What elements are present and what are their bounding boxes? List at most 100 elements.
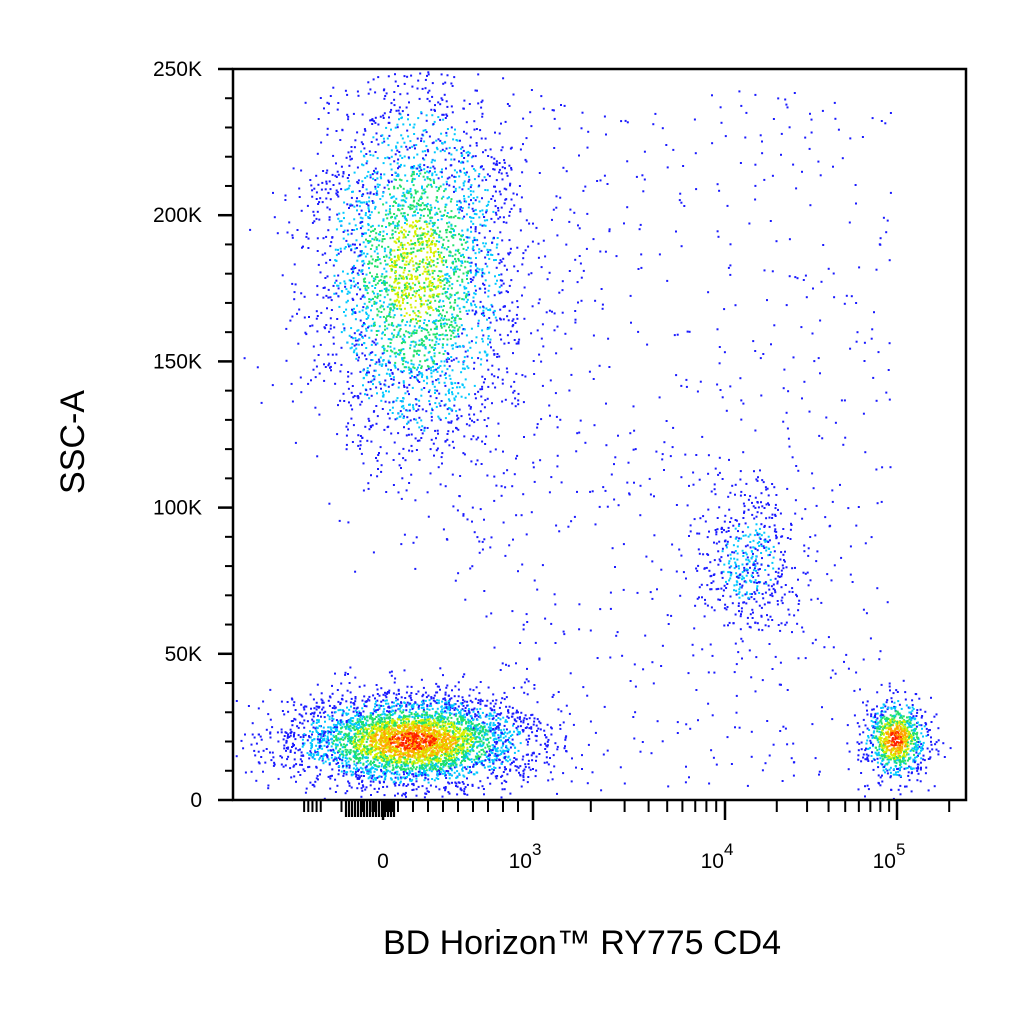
event-dot: [357, 770, 359, 773]
event-dot: [383, 721, 386, 723]
event-dot: [312, 368, 315, 371]
event-dot: [480, 753, 483, 756]
event-dot: [346, 735, 349, 738]
event-dot: [398, 716, 400, 719]
event-dot: [292, 765, 295, 768]
event-dot: [528, 717, 531, 720]
event-dot: [385, 736, 388, 738]
event-dot: [408, 711, 411, 714]
event-dot: [313, 738, 316, 741]
event-dot: [436, 749, 439, 752]
event-dot: [420, 678, 423, 681]
event-dot: [433, 167, 436, 170]
event-dot: [383, 97, 386, 100]
event-dot: [400, 755, 403, 758]
event-dot: [443, 772, 446, 775]
event-dot: [416, 740, 419, 743]
event-dot: [372, 193, 375, 196]
event-dot: [430, 764, 433, 767]
event-dot: [336, 784, 339, 787]
event-dot: [354, 732, 357, 735]
event-dot: [365, 786, 368, 789]
event-dot: [289, 749, 292, 752]
event-dot: [478, 351, 481, 354]
event-dot: [522, 257, 525, 260]
event-dot: [358, 782, 361, 785]
event-dot: [376, 177, 379, 180]
event-dot: [422, 693, 425, 696]
event-dot: [466, 732, 469, 735]
event-dot: [334, 743, 337, 746]
event-dot: [386, 293, 389, 296]
event-dot: [362, 728, 365, 731]
event-dot: [458, 772, 461, 775]
event-dot: [301, 760, 303, 763]
event-dot: [449, 714, 451, 717]
event-dot: [545, 736, 548, 739]
event-dot: [426, 266, 429, 269]
event-dot: [389, 770, 392, 773]
event-dot: [377, 714, 380, 717]
event-dot: [489, 765, 492, 768]
event-dot: [394, 731, 397, 734]
event-dot: [488, 745, 491, 748]
event-dot: [447, 716, 450, 719]
event-dot: [375, 756, 378, 758]
event-dot: [487, 337, 490, 340]
event-dot: [348, 184, 351, 187]
event-dot: [460, 715, 463, 718]
event-dot: [344, 759, 347, 762]
event-dot: [375, 684, 378, 686]
event-dot: [428, 708, 431, 711]
event-dot: [335, 254, 338, 257]
event-dot: [462, 753, 465, 756]
event-dot: [528, 727, 531, 730]
event-dot: [251, 722, 254, 725]
event-dot: [499, 713, 502, 716]
event-dot: [350, 774, 353, 777]
event-dot: [363, 756, 366, 759]
event-dot: [386, 733, 389, 735]
event-dot: [418, 399, 421, 402]
event-dot: [386, 731, 389, 733]
event-dot: [464, 598, 467, 601]
event-dot: [483, 419, 486, 421]
event-dot: [495, 725, 498, 728]
event-dot: [368, 150, 371, 153]
event-dot: [361, 717, 364, 720]
event-dot: [449, 745, 452, 748]
event-dot: [321, 181, 324, 184]
event-dot: [417, 720, 420, 722]
event-dot: [406, 758, 409, 761]
event-dot: [407, 233, 410, 236]
event-dot: [319, 733, 322, 736]
event-dot: [319, 711, 322, 714]
event-dot: [447, 720, 450, 723]
event-dot: [544, 742, 547, 745]
event-dot: [467, 246, 469, 249]
event-dot: [441, 741, 443, 744]
event-dot: [460, 732, 463, 735]
event-dot: [368, 695, 371, 698]
event-dot: [507, 755, 510, 758]
event-dot: [444, 691, 447, 694]
event-dot: [422, 686, 425, 689]
event-dot: [469, 769, 471, 772]
event-dot: [421, 765, 424, 768]
event-dot: [405, 705, 408, 708]
event-dot: [393, 729, 396, 732]
event-dot: [493, 741, 496, 744]
event-dot: [384, 772, 386, 775]
event-dot: [362, 740, 365, 743]
event-dot: [468, 309, 471, 312]
event-dot: [319, 271, 322, 274]
event-dot: [448, 739, 451, 742]
event-dot: [427, 732, 430, 734]
event-dot: [312, 722, 315, 724]
event-dot: [468, 413, 471, 416]
event-dot: [522, 719, 525, 722]
event-dot: [410, 732, 413, 735]
event-dot: [415, 722, 418, 725]
event-dot: [394, 733, 397, 736]
event-dot: [411, 257, 413, 260]
